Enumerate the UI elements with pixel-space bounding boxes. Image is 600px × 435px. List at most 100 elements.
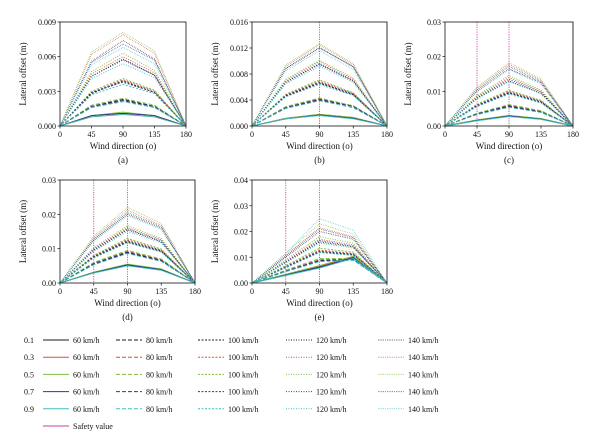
series-line [444,114,574,127]
series-line [251,227,388,284]
series-line [251,80,388,127]
series-line [59,253,196,284]
series-line [251,100,388,127]
legend-speed-label: 100 km/h [228,405,258,414]
legend-speed-label: 80 km/h [146,353,172,362]
legend-speed-label: 140 km/h [408,353,438,362]
x-tick-label: 0 [250,287,254,296]
legend-speed-label: 140 km/h [408,388,438,397]
series-line [59,63,187,127]
x-tick-label: 135 [149,130,161,139]
series-line [444,116,574,127]
series-line [444,104,574,127]
y-axis-label: Lateral offset (m) [18,42,28,105]
legend-speed-label: 120 km/h [316,370,346,379]
series-line [59,240,196,284]
series-line [251,240,388,284]
legend-row-label: 0.7 [24,388,34,397]
series-line [59,31,187,127]
series-line [251,257,388,284]
series-line [251,228,388,284]
x-tick-label: 0 [58,130,62,139]
panel-label: (d) [122,312,133,322]
series-line [59,98,187,127]
series-line [59,81,187,127]
x-tick-label: 180 [567,130,579,139]
series-line [444,75,574,127]
y-tick-label: 0.016 [230,18,248,27]
legend-speed-label: 60 km/h [73,388,99,397]
x-axis-label: Wind direction (o) [94,298,161,308]
x-tick-label: 45 [473,130,481,139]
series-line [59,225,196,284]
series-line [59,265,196,284]
series-line [444,68,574,127]
y-tick-label: 0.000 [230,122,248,131]
legend-speed-label: 60 km/h [73,405,99,414]
y-tick-label: 0.02 [427,53,441,62]
chart-panel-3: 0 45 90 135 180 0.00 0.01 0.02 0.03 Wind directio… [403,18,579,165]
series-line [59,97,187,127]
series-line [59,56,187,127]
series-line [251,247,388,284]
y-tick-label: 0.00 [234,279,248,288]
y-tick-label: 0.04 [234,176,248,185]
x-tick-label: 180 [381,287,393,296]
x-tick-label: 135 [155,287,167,296]
legend-speed-label: 80 km/h [146,336,172,345]
plot-frame [59,21,187,127]
y-tick-label: 0.000 [38,122,56,131]
x-tick-label: 180 [180,130,192,139]
legend-speed-label: 120 km/h [316,405,346,414]
legend-speed-label: 140 km/h [408,370,438,379]
series-line [251,115,388,127]
y-tick-label: 0.00 [427,122,441,131]
x-axis-label: Wind direction (o) [286,298,353,308]
legend-speed-label: 60 km/h [73,370,99,379]
legend-row: 0.5 60 km/h 80 km/h 100 km/h 120 km/h 140 km/… [24,370,438,379]
series-line [251,231,388,284]
series-line [59,212,196,284]
series-line [59,34,187,127]
x-tick-label: 45 [282,287,290,296]
panel-label: (c) [504,155,514,165]
series-line [59,43,187,127]
series-line [59,113,187,127]
series-line [59,249,196,284]
y-axis-label: Lateral offset (m) [210,200,220,263]
y-tick-label: 0.03 [427,18,441,27]
x-tick-label: 45 [282,130,290,139]
legend-speed-label: 120 km/h [316,336,346,345]
series-line [444,106,574,127]
chart-panel-5: 0 45 90 135 180 0.00 0.01 0.02 0.03 0.04 Wind dire… [210,176,393,322]
legend-row: 0.9 60 km/h 80 km/h 100 km/h 120 km/h 140 km/… [24,405,438,414]
legend-speed-label: 100 km/h [228,370,258,379]
y-tick-label: 0.00 [42,279,56,288]
legend-speed-label: 80 km/h [146,405,172,414]
y-tick-label: 0.004 [230,96,248,105]
legend-row: 0.3 60 km/h 80 km/h 100 km/h 120 km/h 140 km/… [24,353,438,362]
x-tick-label: 180 [189,287,201,296]
series-line [444,63,574,127]
series-line [59,231,196,284]
y-axis-label: Lateral offset (m) [210,42,220,105]
series-line [251,218,388,284]
series-line [251,82,388,127]
legend-row-label: 0.5 [24,370,34,379]
legend-row-label: 0.1 [24,336,34,345]
series-line [444,81,574,127]
legend-row: 0.1 60 km/h 80 km/h 100 km/h 120 km/h 140 km/… [24,336,438,345]
y-tick-label: 0.02 [42,210,56,219]
series-line [251,59,388,127]
series-line [251,81,388,127]
legend-speed-label: 140 km/h [408,405,438,414]
y-axis-label: Lateral offset (m) [403,42,413,105]
y-tick-label: 0.009 [38,18,56,27]
chart-panel-1: 0 45 90 135 180 0.000 0.003 0.006 0.009 Wind dire… [18,18,192,165]
series-line [251,47,388,127]
x-axis-label: Wind direction (o) [286,141,353,151]
x-tick-label: 90 [124,287,132,296]
series-line [59,206,196,284]
